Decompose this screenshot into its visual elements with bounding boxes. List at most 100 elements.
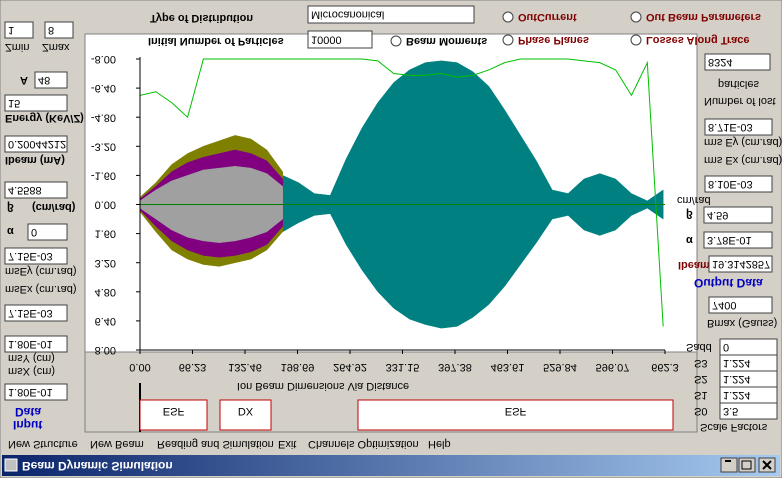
x-tick-label: 0.00 [129, 361, 150, 373]
field-value: 0 [723, 341, 729, 353]
field-value: 19.3142857 [712, 258, 770, 270]
y-tick-label: 8.00 [95, 344, 116, 356]
label: Bmax (Gauss) [707, 317, 777, 329]
field-value: 1.224 [723, 373, 751, 385]
text-field[interactable] [708, 296, 773, 314]
label: S3 [694, 357, 707, 369]
field-value: 3.5 [723, 405, 738, 417]
menu-item[interactable]: New Beam [90, 438, 144, 450]
element-box [357, 399, 674, 431]
app-icon [4, 458, 18, 472]
text-field[interactable] [4, 21, 34, 39]
element-label: ESF [505, 405, 527, 417]
field-value: 10000 [311, 34, 342, 46]
label: Ibeam [678, 259, 710, 271]
label: S2 [694, 373, 707, 385]
text-field[interactable] [719, 402, 778, 420]
menu-item[interactable]: Exit [278, 438, 296, 450]
radio-label: OutCurrent [518, 11, 577, 23]
y-tick-label: 0.00 [95, 199, 116, 211]
label: msY (cm) [8, 352, 55, 364]
radio-label: Out Beam Parameters [646, 11, 761, 23]
maximize-icon [741, 460, 752, 470]
text-field[interactable] [4, 383, 68, 401]
label: Type of Distribution [150, 12, 253, 24]
menu-item[interactable]: Channels Optimization [308, 438, 419, 450]
y-tick-label: -6.40 [91, 82, 116, 94]
text-field[interactable] [44, 21, 74, 39]
text-field[interactable] [4, 135, 68, 153]
x-tick-label: 662.3 [651, 361, 679, 373]
label: Output Data [694, 276, 763, 290]
element-box [219, 399, 272, 431]
element-box [139, 399, 208, 431]
text-field[interactable] [4, 304, 68, 322]
field-value: 7.15E-03 [8, 250, 53, 262]
label: β [686, 208, 693, 220]
x-tick-label: 331.15 [386, 361, 420, 373]
text-field[interactable] [4, 247, 68, 265]
label: β [7, 201, 14, 213]
field-value: 0 [31, 226, 37, 238]
radio-button[interactable] [502, 11, 514, 23]
label: cm/rad [677, 194, 711, 206]
radio-button[interactable] [630, 34, 642, 46]
radio-button[interactable] [390, 35, 402, 47]
menu-item[interactable]: Reading and Simulation [157, 438, 274, 450]
field-value: 3.78E-01 [707, 234, 752, 246]
text-field[interactable] [703, 206, 773, 224]
label: Input [13, 418, 42, 432]
label: Ibeam (mA) [5, 154, 65, 166]
distribution-field[interactable] [307, 5, 475, 24]
text-field[interactable] [704, 175, 773, 193]
text-field[interactable] [708, 255, 773, 273]
text-field[interactable] [27, 223, 68, 241]
field-value: 8.71E-03 [708, 121, 753, 133]
text-field[interactable] [703, 231, 773, 249]
text-field[interactable] [4, 181, 68, 199]
close-icon [762, 460, 772, 470]
y-tick-label: -8.00 [91, 53, 116, 65]
label: rms Ex (cm.rad) [704, 154, 782, 166]
text-field[interactable] [34, 71, 68, 89]
maximize-button[interactable] [738, 457, 756, 473]
label: S1 [694, 389, 707, 401]
label: msEx (cm.rad) [5, 283, 77, 295]
loss-line [140, 58, 664, 327]
radio-label: Beam Moments [406, 35, 487, 47]
x-tick-label: 132.46 [228, 361, 262, 373]
field-value: 7400 [712, 299, 736, 311]
text-field[interactable] [4, 94, 68, 112]
menu-item[interactable]: Help [428, 438, 451, 450]
x-tick-label: 397.38 [438, 361, 472, 373]
title-bar [2, 455, 780, 476]
field-value: 1.80E-01 [8, 338, 53, 350]
label: Number of lost [704, 95, 776, 107]
y-tick-label: -3.20 [91, 140, 116, 152]
label: S0 [694, 405, 707, 417]
field-value: 1.224 [723, 389, 751, 401]
radio-button[interactable] [630, 11, 642, 23]
label: Zmin [5, 41, 29, 53]
field-value: 8324 [708, 56, 732, 68]
field-value: 15 [8, 97, 20, 109]
label: rms Ey (cm.rad) [704, 136, 782, 148]
x-tick-label: 264.92 [333, 361, 367, 373]
field-value: 8 [48, 24, 54, 36]
particles-field[interactable] [307, 30, 373, 49]
label: Zmax [42, 41, 70, 53]
menu-item[interactable]: New Structure [8, 438, 78, 450]
window-title: Beam Dynamic Simulation [22, 459, 173, 473]
radio-button[interactable] [502, 34, 514, 46]
element-label: DX [238, 405, 254, 417]
text-field[interactable] [704, 118, 773, 136]
text-field[interactable] [4, 335, 68, 353]
label: (cm/rad) [32, 201, 76, 213]
y-tick-label: 6.40 [95, 315, 116, 327]
label: particles [718, 78, 759, 90]
x-tick-label: 463.61 [491, 361, 525, 373]
text-field[interactable] [704, 53, 771, 71]
label: msX (cm) [8, 365, 55, 377]
label: A [20, 74, 28, 86]
